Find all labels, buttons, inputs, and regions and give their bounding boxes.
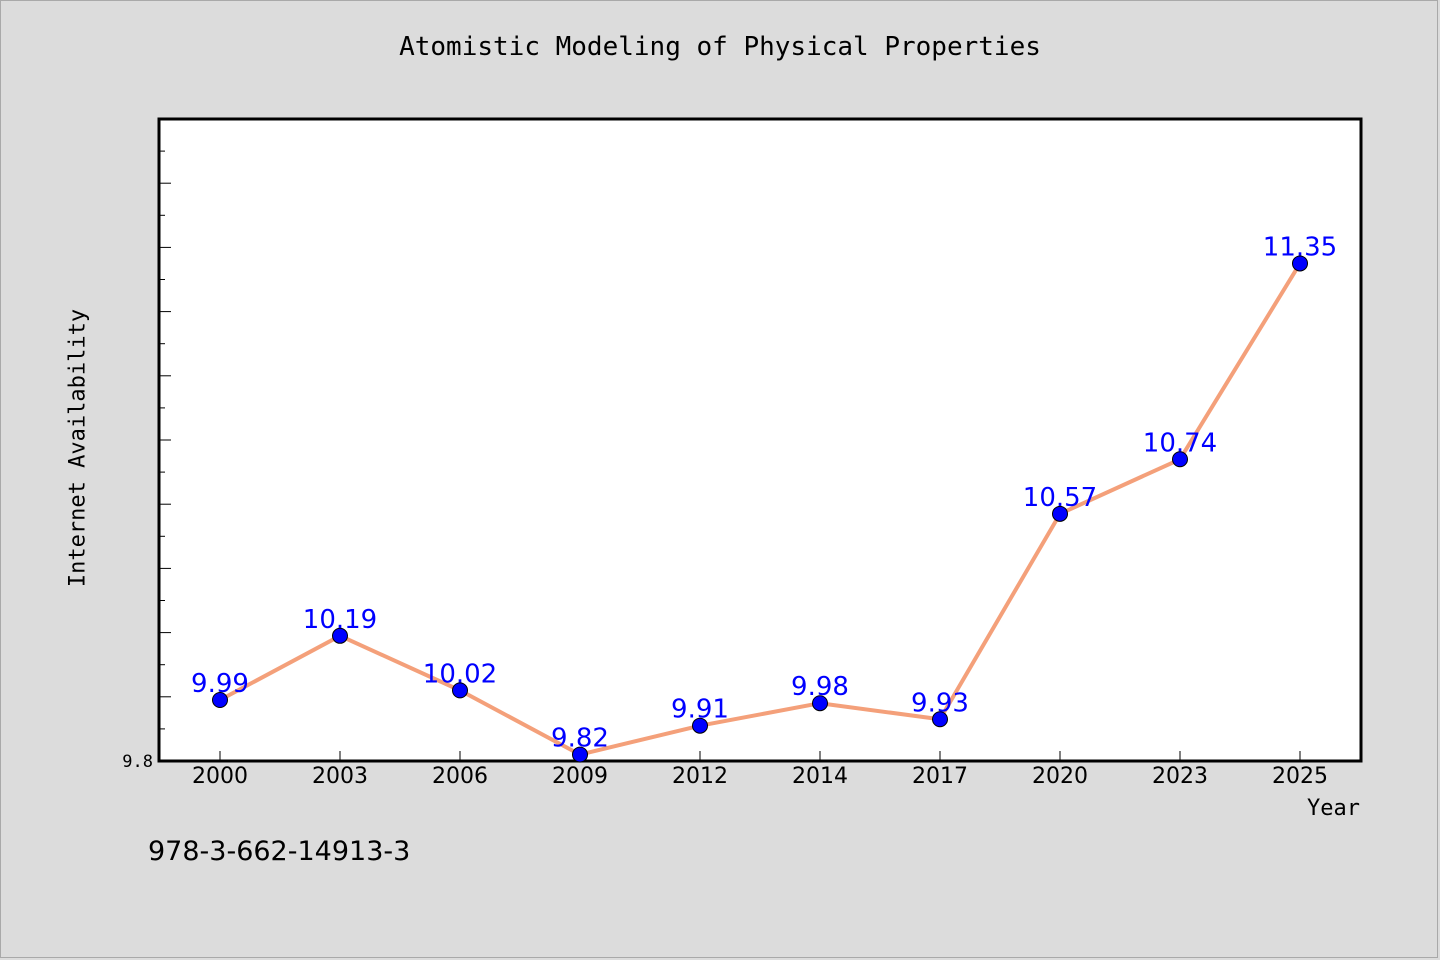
- x-tick-label: 2012: [672, 764, 728, 789]
- data-label: 9.91: [671, 695, 729, 725]
- isbn-text: 978-3-662-14913-3: [148, 836, 411, 867]
- x-tick-label: 2023: [1152, 764, 1208, 789]
- y-tick-label: 9.8: [122, 752, 153, 772]
- data-point: [212, 692, 228, 709]
- data-point: [932, 711, 948, 728]
- x-tick-label: 2025: [1272, 764, 1328, 789]
- data-label: 10.57: [1023, 483, 1097, 513]
- x-tick-label: 2003: [312, 764, 368, 789]
- x-axis-ticks: 2000 2003 2006 2009 2012 2014 2017 2020 2023 2025: [192, 751, 1328, 789]
- data-point: [452, 682, 468, 699]
- data-point: [1172, 451, 1188, 468]
- data-point: [572, 746, 588, 763]
- x-tick-label: 2020: [1032, 764, 1088, 789]
- x-tick-label: 2000: [192, 764, 248, 789]
- x-tick-label: 2006: [432, 764, 488, 789]
- x-axis-label: Year: [1307, 796, 1360, 821]
- y-axis-ticks: 9.8: [122, 118, 171, 772]
- x-tick-label: 2009: [552, 764, 608, 789]
- data-point: [332, 627, 348, 644]
- data-label: 9.93: [911, 688, 969, 718]
- x-tick-label: 2017: [912, 764, 968, 789]
- data-point: [692, 717, 708, 734]
- data-point: [812, 695, 828, 712]
- data-labels-group: 9.99 10.19 10.02 9.82 9.91 9.98 9.93 10.57 10.74…: [191, 232, 1337, 753]
- data-label: 10.02: [423, 659, 497, 689]
- chart-title: Atomistic Modeling of Physical Propertie…: [399, 32, 1041, 62]
- data-label: 10.19: [303, 605, 377, 635]
- data-label: 10.74: [1143, 428, 1217, 458]
- data-label: 11.35: [1263, 232, 1337, 262]
- data-point: [1292, 255, 1308, 272]
- series-group: [212, 255, 1308, 763]
- data-label: 9.99: [191, 669, 249, 699]
- data-point: [1052, 505, 1068, 522]
- data-label: 9.82: [551, 724, 609, 754]
- series-line: [219, 262, 1302, 757]
- x-tick-label: 2014: [792, 764, 848, 789]
- data-label: 9.98: [791, 672, 849, 702]
- plot-area: [157, 117, 1363, 763]
